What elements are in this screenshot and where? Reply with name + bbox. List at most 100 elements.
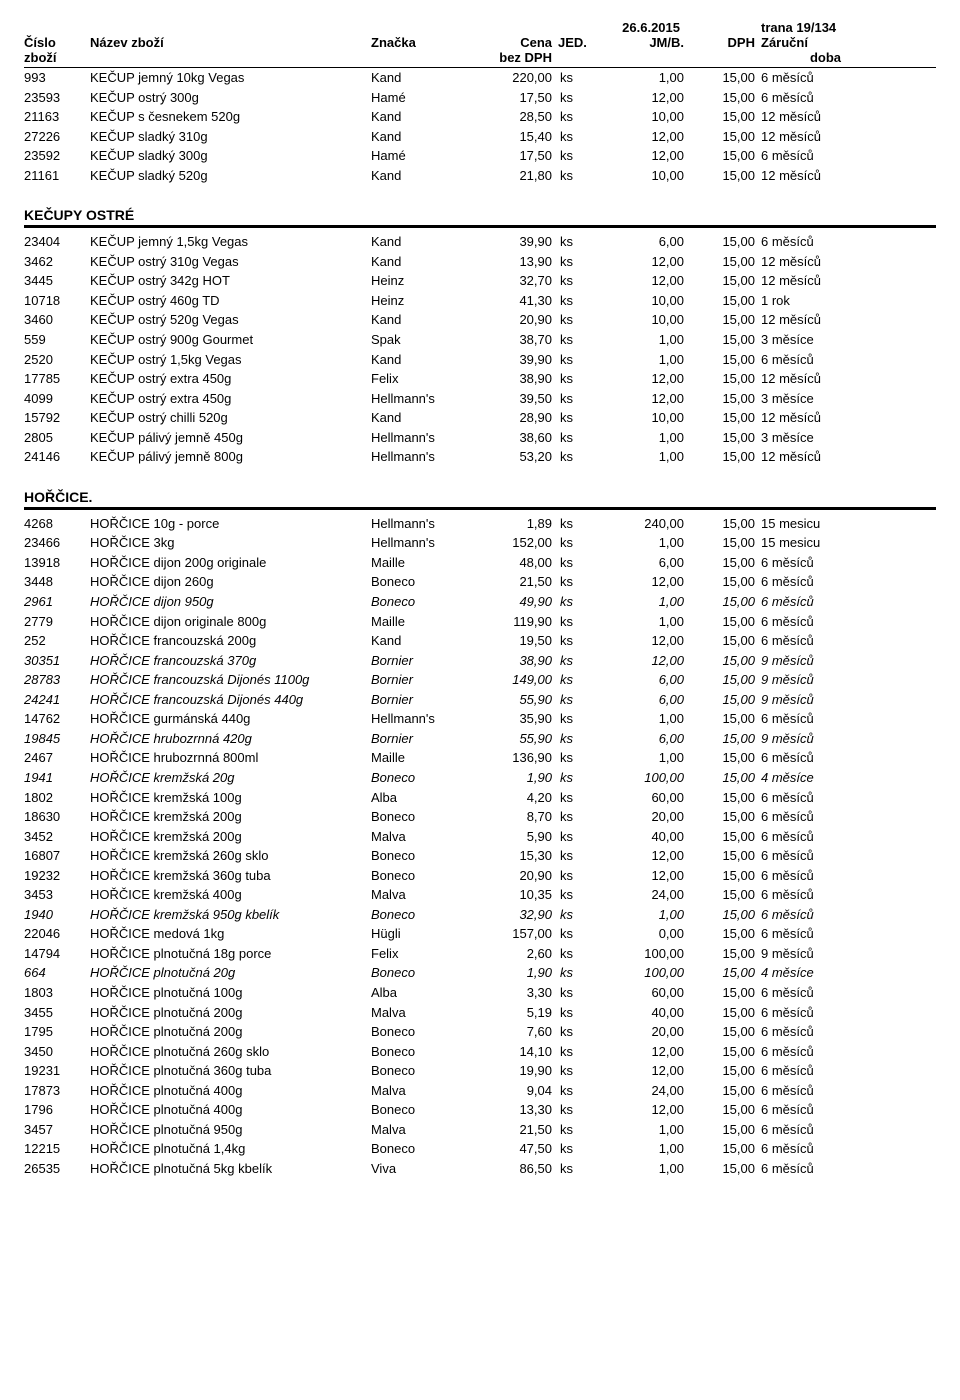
cell-jmb: 6,00	[604, 671, 684, 689]
table-row: 23592KEČUP sladký 300gHamé17,50ks12,0015…	[24, 146, 936, 166]
cell-warranty: 6 měsíců	[761, 1043, 841, 1061]
cell-dph: 15,00	[690, 613, 755, 631]
cell-unit: ks	[558, 253, 598, 271]
cell-jmb: 12,00	[604, 89, 684, 107]
table-row: 3450HOŘČICE plnotučná 260g skloBoneco14,…	[24, 1042, 936, 1062]
cell-price: 7,60	[477, 1023, 552, 1041]
cell-unit: ks	[558, 233, 598, 251]
cell-code: 23466	[24, 534, 84, 552]
cell-jmb: 6,00	[604, 233, 684, 251]
cell-price: 32,90	[477, 906, 552, 924]
cell-brand: Boneco	[371, 1101, 471, 1119]
cell-jmb: 12,00	[604, 652, 684, 670]
cell-warranty: 1 rok	[761, 292, 841, 310]
cell-code: 17785	[24, 370, 84, 388]
cell-code: 23404	[24, 233, 84, 251]
cell-unit: ks	[558, 652, 598, 670]
cell-unit: ks	[558, 292, 598, 310]
cell-unit: ks	[558, 847, 598, 865]
header-top: 26.6.2015 trana 19/134	[24, 20, 936, 35]
cell-code: 17873	[24, 1082, 84, 1100]
cell-price: 17,50	[477, 147, 552, 165]
cell-jmb: 40,00	[604, 828, 684, 846]
cell-code: 12215	[24, 1140, 84, 1158]
cell-price: 19,90	[477, 1062, 552, 1080]
cell-warranty: 3 měsíce	[761, 429, 841, 447]
cell-price: 39,50	[477, 390, 552, 408]
cell-jmb: 10,00	[604, 311, 684, 329]
cell-brand: Boneco	[371, 906, 471, 924]
cell-price: 21,80	[477, 167, 552, 185]
cell-jmb: 1,00	[604, 69, 684, 87]
table-row: 27226KEČUP sladký 310gKand15,40ks12,0015…	[24, 127, 936, 147]
cell-code: 23592	[24, 147, 84, 165]
cell-jmb: 60,00	[604, 984, 684, 1002]
cell-name: HOŘČICE francouzská Dijonés 1100g	[90, 671, 365, 689]
cell-warranty: 4 měsíce	[761, 964, 841, 982]
cell-jmb: 60,00	[604, 789, 684, 807]
cell-dph: 15,00	[690, 1004, 755, 1022]
cell-code: 30351	[24, 652, 84, 670]
cell-name: HOŘČICE dijon 950g	[90, 593, 365, 611]
cell-warranty: 6 měsíců	[761, 1140, 841, 1158]
cell-dph: 15,00	[690, 390, 755, 408]
cell-jmb: 240,00	[604, 515, 684, 533]
cell-name: HOŘČICE plnotučná 400g	[90, 1082, 365, 1100]
table-row: 664HOŘČICE plnotučná 20gBoneco1,90ks100,…	[24, 963, 936, 983]
cell-name: KEČUP ostrý extra 450g	[90, 390, 365, 408]
cell-jmb: 1,00	[604, 448, 684, 466]
cell-warranty: 6 měsíců	[761, 1101, 841, 1119]
cell-warranty: 9 měsíců	[761, 945, 841, 963]
cell-unit: ks	[558, 390, 598, 408]
cell-unit: ks	[558, 906, 598, 924]
cell-jmb: 12,00	[604, 847, 684, 865]
cell-brand: Kand	[371, 69, 471, 87]
cell-name: HOŘČICE kremžská 950g kbelík	[90, 906, 365, 924]
cell-code: 3448	[24, 573, 84, 591]
table-row: 16807HOŘČICE kremžská 260g skloBoneco15,…	[24, 846, 936, 866]
cell-dph: 15,00	[690, 925, 755, 943]
cell-brand: Maille	[371, 554, 471, 572]
cell-warranty: 6 měsíců	[761, 828, 841, 846]
cell-warranty: 6 měsíců	[761, 613, 841, 631]
cell-name: HOŘČICE medová 1kg	[90, 925, 365, 943]
cell-dph: 15,00	[690, 331, 755, 349]
cell-price: 48,00	[477, 554, 552, 572]
cell-warranty: 6 měsíců	[761, 1023, 841, 1041]
cell-brand: Malva	[371, 886, 471, 904]
cell-name: HOŘČICE hrubozrnná 420g	[90, 730, 365, 748]
cell-dph: 15,00	[690, 351, 755, 369]
table-row: 4268HOŘČICE 10g - porceHellmann's1,89ks2…	[24, 514, 936, 534]
cell-brand: Kand	[371, 128, 471, 146]
cell-dph: 15,00	[690, 1160, 755, 1178]
cell-unit: ks	[558, 867, 598, 885]
cell-name: HOŘČICE dijon originale 800g	[90, 613, 365, 631]
section-title: HOŘČICE.	[24, 489, 936, 505]
cell-dph: 15,00	[690, 515, 755, 533]
table-row: 559KEČUP ostrý 900g GourmetSpak38,70ks1,…	[24, 330, 936, 350]
cell-brand: Boneco	[371, 847, 471, 865]
cell-unit: ks	[558, 573, 598, 591]
cell-brand: Hamé	[371, 147, 471, 165]
cell-jmb: 1,00	[604, 906, 684, 924]
cell-price: 157,00	[477, 925, 552, 943]
cell-warranty: 12 měsíců	[761, 311, 841, 329]
cell-name: KEČUP jemný 10kg Vegas	[90, 69, 365, 87]
cell-price: 21,50	[477, 1121, 552, 1139]
cell-code: 3455	[24, 1004, 84, 1022]
table-row: 24241HOŘČICE francouzská Dijonés 440gBor…	[24, 690, 936, 710]
table-row: 22046HOŘČICE medová 1kgHügli157,00ks0,00…	[24, 924, 936, 944]
cell-warranty: 9 měsíců	[761, 730, 841, 748]
cell-name: HOŘČICE dijon 200g originale	[90, 554, 365, 572]
cell-unit: ks	[558, 147, 598, 165]
cell-unit: ks	[558, 613, 598, 631]
cell-dph: 15,00	[690, 1043, 755, 1061]
table-row: 1802HOŘČICE kremžská 100gAlba4,20ks60,00…	[24, 788, 936, 808]
cell-unit: ks	[558, 370, 598, 388]
cell-name: KEČUP ostrý extra 450g	[90, 370, 365, 388]
cell-name: HOŘČICE plnotučná 360g tuba	[90, 1062, 365, 1080]
cell-dph: 15,00	[690, 147, 755, 165]
cell-name: HOŘČICE plnotučná 5kg kbelík	[90, 1160, 365, 1178]
cell-price: 220,00	[477, 69, 552, 87]
col-zarucni: Záruční	[761, 35, 841, 50]
